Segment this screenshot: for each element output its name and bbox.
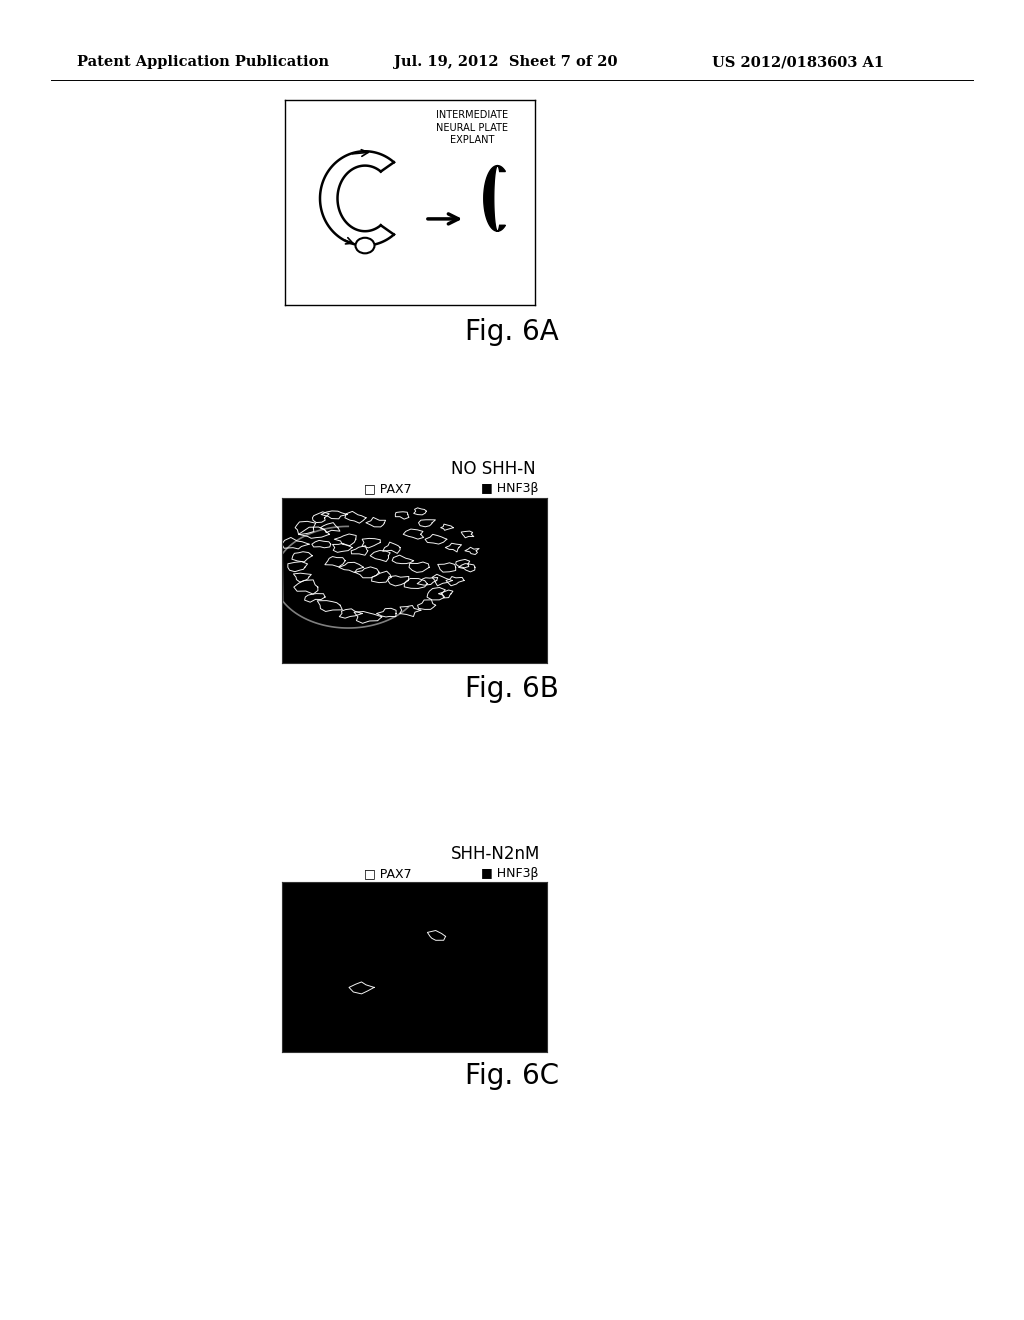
Polygon shape bbox=[483, 165, 506, 231]
Text: Fig. 6C: Fig. 6C bbox=[465, 1063, 559, 1090]
Circle shape bbox=[355, 238, 375, 253]
Text: Patent Application Publication: Patent Application Publication bbox=[77, 55, 329, 69]
Text: NO SHH-N: NO SHH-N bbox=[451, 459, 536, 478]
Text: □ PAX7: □ PAX7 bbox=[364, 867, 412, 880]
Text: Fig. 6B: Fig. 6B bbox=[465, 675, 559, 704]
Text: SHH-N2nM: SHH-N2nM bbox=[451, 845, 540, 863]
Text: ■ HNF3β: ■ HNF3β bbox=[481, 867, 539, 880]
Text: □ PAX7: □ PAX7 bbox=[364, 482, 412, 495]
Text: Fig. 6A: Fig. 6A bbox=[465, 318, 559, 346]
Text: Jul. 19, 2012  Sheet 7 of 20: Jul. 19, 2012 Sheet 7 of 20 bbox=[394, 55, 617, 69]
Text: US 2012/0183603 A1: US 2012/0183603 A1 bbox=[712, 55, 884, 69]
Text: ■ HNF3β: ■ HNF3β bbox=[481, 482, 539, 495]
Text: INTERMEDIATE
NEURAL PLATE
EXPLANT: INTERMEDIATE NEURAL PLATE EXPLANT bbox=[436, 111, 509, 145]
